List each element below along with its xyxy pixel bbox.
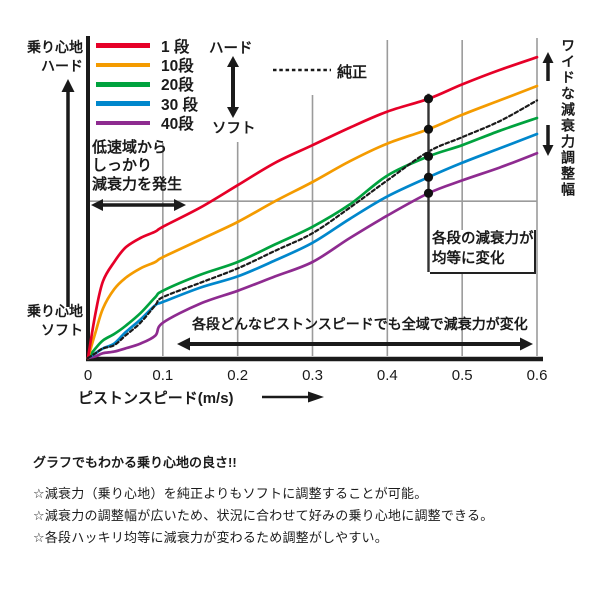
legend-label: 1 段 [161, 38, 190, 56]
marker-dot [423, 151, 434, 161]
y-bottom-line2: ソフト [41, 322, 83, 338]
footer-point-3: ☆各段ハッキリ均等に減衰力が変わるため調整がしやすい。 [33, 530, 388, 545]
legend-swatch [96, 81, 150, 87]
legend-item: 20段 [96, 75, 198, 94]
y-bottom-line1: 乗り心地 [27, 303, 83, 319]
wide-range-down-arrow-head [542, 145, 554, 156]
ride-comfort-arrow-head [61, 79, 75, 92]
curve-純正 [86, 99, 539, 360]
x-tick-label: 0.3 [302, 367, 323, 384]
legend-swatch [96, 62, 150, 68]
legend-label: 10段 [161, 57, 194, 75]
equal-steps-note-box: 各段の減衰力が 均等に変化 [430, 230, 536, 274]
marker-dot [423, 172, 434, 182]
y-top-line1: 乗り心地 [27, 39, 83, 55]
x-axis-direction-arrow-head [308, 391, 324, 403]
footer-point-1: ☆減衰力（乗り心地）を純正よりもソフトに調整することが可能。 [33, 486, 428, 501]
low-speed-range-arrow-head [91, 199, 103, 211]
legend-item: 1 段 [96, 36, 198, 56]
low-speed-range-arrow-head [174, 199, 186, 211]
low-speed-note-line3: 減衰力を発生 [92, 175, 183, 193]
full-range-note: 各段どんなピストンスピードでも全域で減衰力が変化 [192, 316, 528, 332]
x-tick-label: 0.1 [152, 367, 174, 384]
full-range-arrow-head [177, 337, 190, 351]
wide-range-up-arrow-head [542, 52, 554, 63]
x-axis-title: ピストンスピード(m/s) [78, 390, 234, 407]
legend-item: 40段 [96, 113, 198, 133]
marker-dot [423, 94, 434, 104]
x-tick-label: 0 [83, 367, 93, 384]
legend-hard-label: ハード [209, 41, 253, 57]
legend-swatch [96, 43, 150, 48]
legend-label: 30 段 [161, 96, 199, 114]
legend-item: 10段 [96, 55, 198, 75]
legend: 1 段 10段 20段 30 段 40段 [96, 36, 199, 133]
x-tick-label: 0.4 [376, 367, 398, 384]
legend-soft-label: ソフト [212, 121, 256, 137]
x-tick-label: 0.2 [227, 367, 249, 384]
footer-title: グラフでもわかる乗り心地の良さ!! [33, 455, 237, 470]
legend-stock-label: 純正 [337, 64, 368, 81]
legend-hard-soft-arrow-head [227, 56, 239, 67]
y-axis-label-hard: 乗り心地 ハード [21, 38, 83, 76]
legend-swatch [96, 120, 150, 126]
x-tick-label: 0.6 [526, 367, 548, 384]
marker-dot [423, 124, 434, 134]
wide-adjustment-range-label: ワイドな減衰力調整幅 [560, 38, 576, 198]
full-range-arrow-head [520, 337, 533, 351]
legend-label: 40段 [161, 115, 194, 133]
legend-hard-soft-arrow-head [227, 107, 239, 118]
low-speed-note-line2: しっかり [92, 157, 153, 175]
x-axis-ticks: 0 0.1 0.2 0.3 0.4 0.5 0.6 [0, 367, 600, 385]
x-tick-label: 0.5 [451, 367, 473, 384]
low-speed-note-line1: 低速域から [92, 139, 168, 156]
damping-force-chart [61, 36, 554, 403]
equal-steps-note-line1: 各段の減衰力が [432, 231, 534, 247]
footer-point-2: ☆減衰力の調整幅が広いため、状況に合わせて好みの乗り心地に調整できる。 [33, 508, 494, 523]
equal-steps-note-line2: 均等に変化 [432, 250, 505, 267]
marker-dot [423, 188, 434, 198]
legend-label: 20段 [161, 77, 194, 95]
y-top-line2: ハード [41, 58, 83, 74]
y-axis-label-soft: 乗り心地 ソフト [21, 302, 83, 340]
low-speed-note: 低速域から しっかり 減衰力を発生 [92, 139, 182, 194]
legend-swatch [96, 101, 150, 106]
legend-item: 30 段 [96, 94, 199, 114]
